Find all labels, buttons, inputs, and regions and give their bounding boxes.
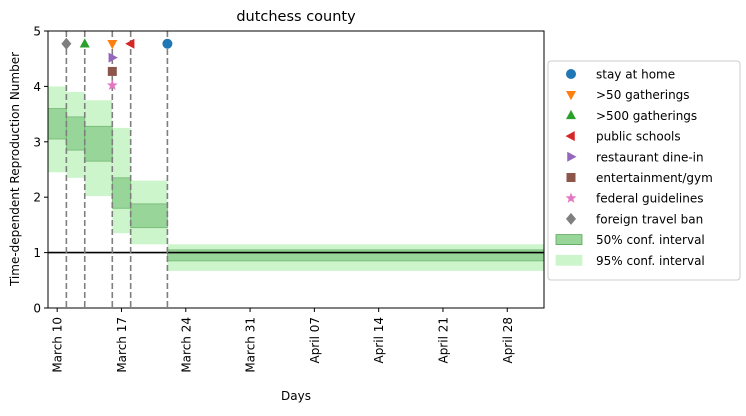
legend-label: foreign travel ban (596, 212, 703, 226)
legend-marker (566, 90, 576, 101)
event-marker (125, 38, 135, 49)
event-marker (107, 39, 118, 50)
legend-swatch (555, 234, 583, 246)
event-marker (106, 79, 118, 90)
ci50-band (84, 125, 113, 162)
legend-marker (566, 109, 576, 120)
y-tick-label: 0 (33, 302, 41, 316)
plot-area (47, 31, 545, 308)
axes: 0 1 2 3 4 5 March 10 March 17 March 24 March 31 Ap… (33, 25, 545, 373)
ci50-band (47, 108, 67, 140)
y-tick-label: 3 (33, 135, 41, 149)
ci50-band (130, 203, 168, 229)
y-tick-label: 5 (33, 25, 41, 39)
legend-label: public schools (596, 130, 681, 144)
ci50-band (167, 249, 545, 262)
legend-marker (566, 69, 576, 79)
legend-label: 95% conf. interval (596, 254, 705, 268)
x-tick-label: April 21 (436, 317, 450, 364)
legend-label: 50% conf. interval (596, 233, 705, 247)
event-marker (61, 37, 72, 50)
x-tick-label: April 07 (308, 317, 322, 364)
legend-marker (565, 192, 577, 203)
legend-frame (547, 60, 741, 281)
y-axis-label: Time-dependent Reproduction Number (8, 52, 22, 287)
x-axis-label: Days (281, 389, 311, 403)
legend-label: stay at home (596, 68, 675, 82)
legend-label: entertainment/gym (596, 171, 713, 185)
legend-label: >50 gatherings (596, 88, 690, 102)
event-marker (107, 66, 117, 76)
legend-marker (567, 151, 577, 162)
x-tick-label: March 17 (115, 317, 129, 373)
y-tick-label: 4 (33, 80, 41, 94)
ci50-band (111, 177, 132, 209)
x-tick-label: March 10 (51, 317, 65, 373)
x-tick-label: April 28 (501, 317, 515, 364)
legend-label: >500 gatherings (596, 109, 697, 123)
y-tick-label: 1 (33, 246, 41, 260)
legend-label: federal guidelines (596, 192, 704, 206)
legend-marker (566, 212, 576, 225)
legend-label: restaurant dine-in (596, 150, 704, 164)
chart-title: dutchess county (236, 9, 356, 25)
x-tick-label: April 14 (372, 317, 386, 364)
axes-frame (47, 30, 545, 309)
event-marker (108, 52, 118, 63)
legend: stay at home >50 gatherings >500 gathering… (547, 60, 741, 281)
event-marker (162, 38, 173, 49)
event-marker (79, 38, 90, 48)
legend-swatch (555, 254, 583, 266)
legend-marker (565, 131, 575, 142)
x-tick-label: March 24 (179, 317, 193, 373)
x-tick-label: March 31 (244, 317, 258, 373)
legend-marker (566, 173, 576, 182)
y-tick-label: 2 (33, 191, 41, 205)
ci50-band (65, 116, 86, 151)
